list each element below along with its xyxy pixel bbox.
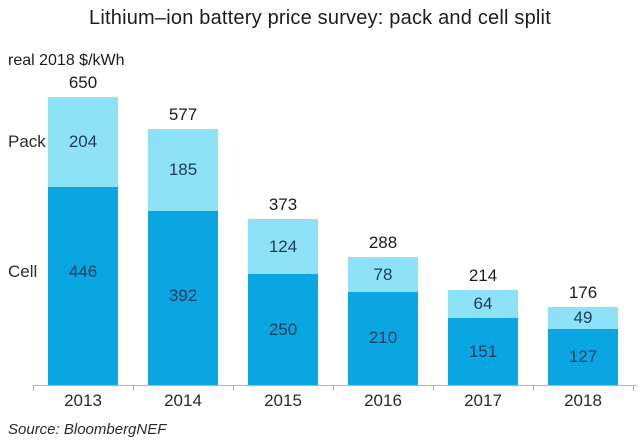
bar-value-cell-2013: 446 <box>68 262 98 282</box>
x-axis-line <box>33 385 637 386</box>
bar-value-cell-2017: 151 <box>468 341 498 361</box>
bar-segment-pack-2018 <box>548 307 618 329</box>
bar-segment-cell-2015 <box>248 274 318 385</box>
x-axis-label-2013: 2013 <box>64 391 102 410</box>
bar-segment-cell-2017 <box>448 318 518 385</box>
bar-value-cell-2015: 250 <box>268 319 298 339</box>
bar-total-label-2014: 577 <box>168 105 198 125</box>
bar-total-label-2016: 288 <box>368 233 398 253</box>
bar-value-pack-2014: 185 <box>168 160 198 180</box>
source-note: Source: BloombergNEF <box>8 421 167 438</box>
x-axis-tick <box>433 385 434 391</box>
bar-segment-pack-2015 <box>248 219 318 275</box>
x-axis-label-2016: 2016 <box>364 391 402 410</box>
bar-segment-pack-2014 <box>148 129 218 212</box>
page-title: Lithium–ion battery price survey: pack a… <box>89 7 551 29</box>
bar-value-cell-2014: 392 <box>168 286 198 306</box>
bar-value-pack-2016: 78 <box>373 264 393 284</box>
x-axis-label-2018: 2018 <box>564 391 602 410</box>
bar-value-cell-2018: 127 <box>568 346 598 366</box>
x-axis-label-2017: 2017 <box>464 391 502 410</box>
bar-value-cell-2016: 210 <box>368 328 398 348</box>
x-axis-tick <box>333 385 334 391</box>
side-label-cell: Cell <box>8 262 38 282</box>
x-axis-tick <box>33 385 34 391</box>
x-axis-tick <box>133 385 134 391</box>
x-axis-tick <box>633 385 634 391</box>
x-axis-tick <box>233 385 234 391</box>
x-axis-tick <box>533 385 534 391</box>
bar-total-label-2018: 176 <box>568 283 598 303</box>
bar-segment-pack-2016 <box>348 257 418 292</box>
bar-segment-cell-2016 <box>348 291 418 385</box>
x-axis-label-2015: 2015 <box>264 391 302 410</box>
bar-segment-cell-2014 <box>148 211 218 385</box>
bar-segment-cell-2013 <box>48 187 118 385</box>
bar-value-pack-2013: 204 <box>68 132 98 152</box>
bar-segment-cell-2018 <box>548 328 618 385</box>
side-label-pack: Pack <box>8 132 46 152</box>
bar-total-label-2015: 373 <box>268 195 298 215</box>
y-axis-unit-label: real 2018 $/kWh <box>8 52 125 69</box>
bar-segment-pack-2017 <box>448 289 518 319</box>
bar-total-label-2017: 214 <box>468 265 498 285</box>
bar-total-label-2013: 650 <box>68 73 98 92</box>
bar-value-pack-2017: 64 <box>473 293 493 313</box>
bar-segment-pack-2013 <box>48 97 118 188</box>
bar-value-pack-2015: 124 <box>268 236 298 256</box>
x-axis-label-2014: 2014 <box>164 391 202 410</box>
bar-value-pack-2018: 49 <box>573 307 593 327</box>
